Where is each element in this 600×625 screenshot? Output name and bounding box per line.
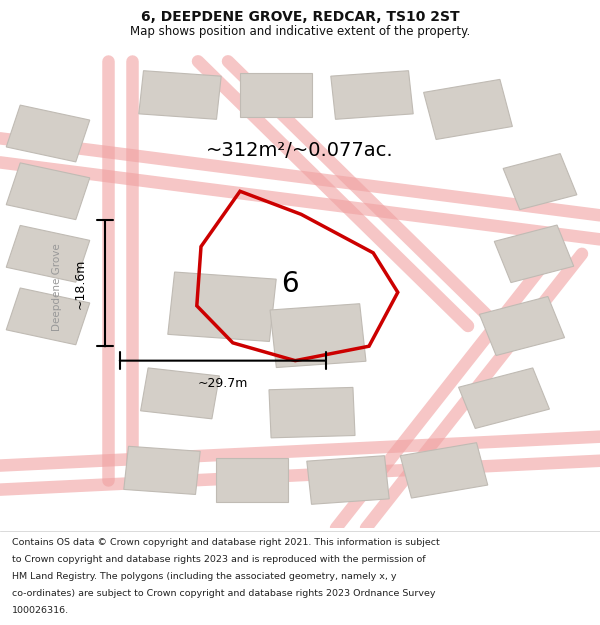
Bar bbox=[168, 272, 276, 341]
Text: to Crown copyright and database rights 2023 and is reproduced with the permissio: to Crown copyright and database rights 2… bbox=[12, 555, 425, 564]
Bar bbox=[240, 73, 312, 117]
Text: co-ordinates) are subject to Crown copyright and database rights 2023 Ordnance S: co-ordinates) are subject to Crown copyr… bbox=[12, 589, 436, 598]
Bar bbox=[494, 225, 574, 282]
Bar bbox=[140, 368, 220, 419]
Text: HM Land Registry. The polygons (including the associated geometry, namely x, y: HM Land Registry. The polygons (includin… bbox=[12, 572, 397, 581]
Text: Contains OS data © Crown copyright and database right 2021. This information is : Contains OS data © Crown copyright and d… bbox=[12, 538, 440, 547]
Bar bbox=[503, 154, 577, 209]
Text: Deepdene Grove: Deepdene Grove bbox=[52, 244, 62, 331]
Text: Map shows position and indicative extent of the property.: Map shows position and indicative extent… bbox=[130, 24, 470, 38]
Bar bbox=[124, 446, 200, 494]
Bar bbox=[458, 368, 550, 429]
Bar bbox=[307, 456, 389, 504]
Text: ~312m²/~0.077ac.: ~312m²/~0.077ac. bbox=[206, 141, 394, 160]
Bar bbox=[139, 71, 221, 119]
Bar bbox=[479, 296, 565, 356]
Text: ~18.6m: ~18.6m bbox=[73, 258, 86, 309]
Bar bbox=[6, 105, 90, 162]
Bar bbox=[269, 388, 355, 438]
Bar bbox=[6, 226, 90, 282]
Text: ~29.7m: ~29.7m bbox=[198, 378, 248, 390]
Bar bbox=[331, 71, 413, 119]
Text: 6: 6 bbox=[281, 269, 298, 298]
Text: 100026316.: 100026316. bbox=[12, 606, 69, 614]
Bar bbox=[6, 163, 90, 219]
Bar bbox=[270, 304, 366, 368]
Bar bbox=[216, 458, 288, 502]
Bar bbox=[6, 288, 90, 345]
Text: 6, DEEPDENE GROVE, REDCAR, TS10 2ST: 6, DEEPDENE GROVE, REDCAR, TS10 2ST bbox=[140, 10, 460, 24]
Bar bbox=[400, 442, 488, 498]
Bar bbox=[424, 79, 512, 139]
